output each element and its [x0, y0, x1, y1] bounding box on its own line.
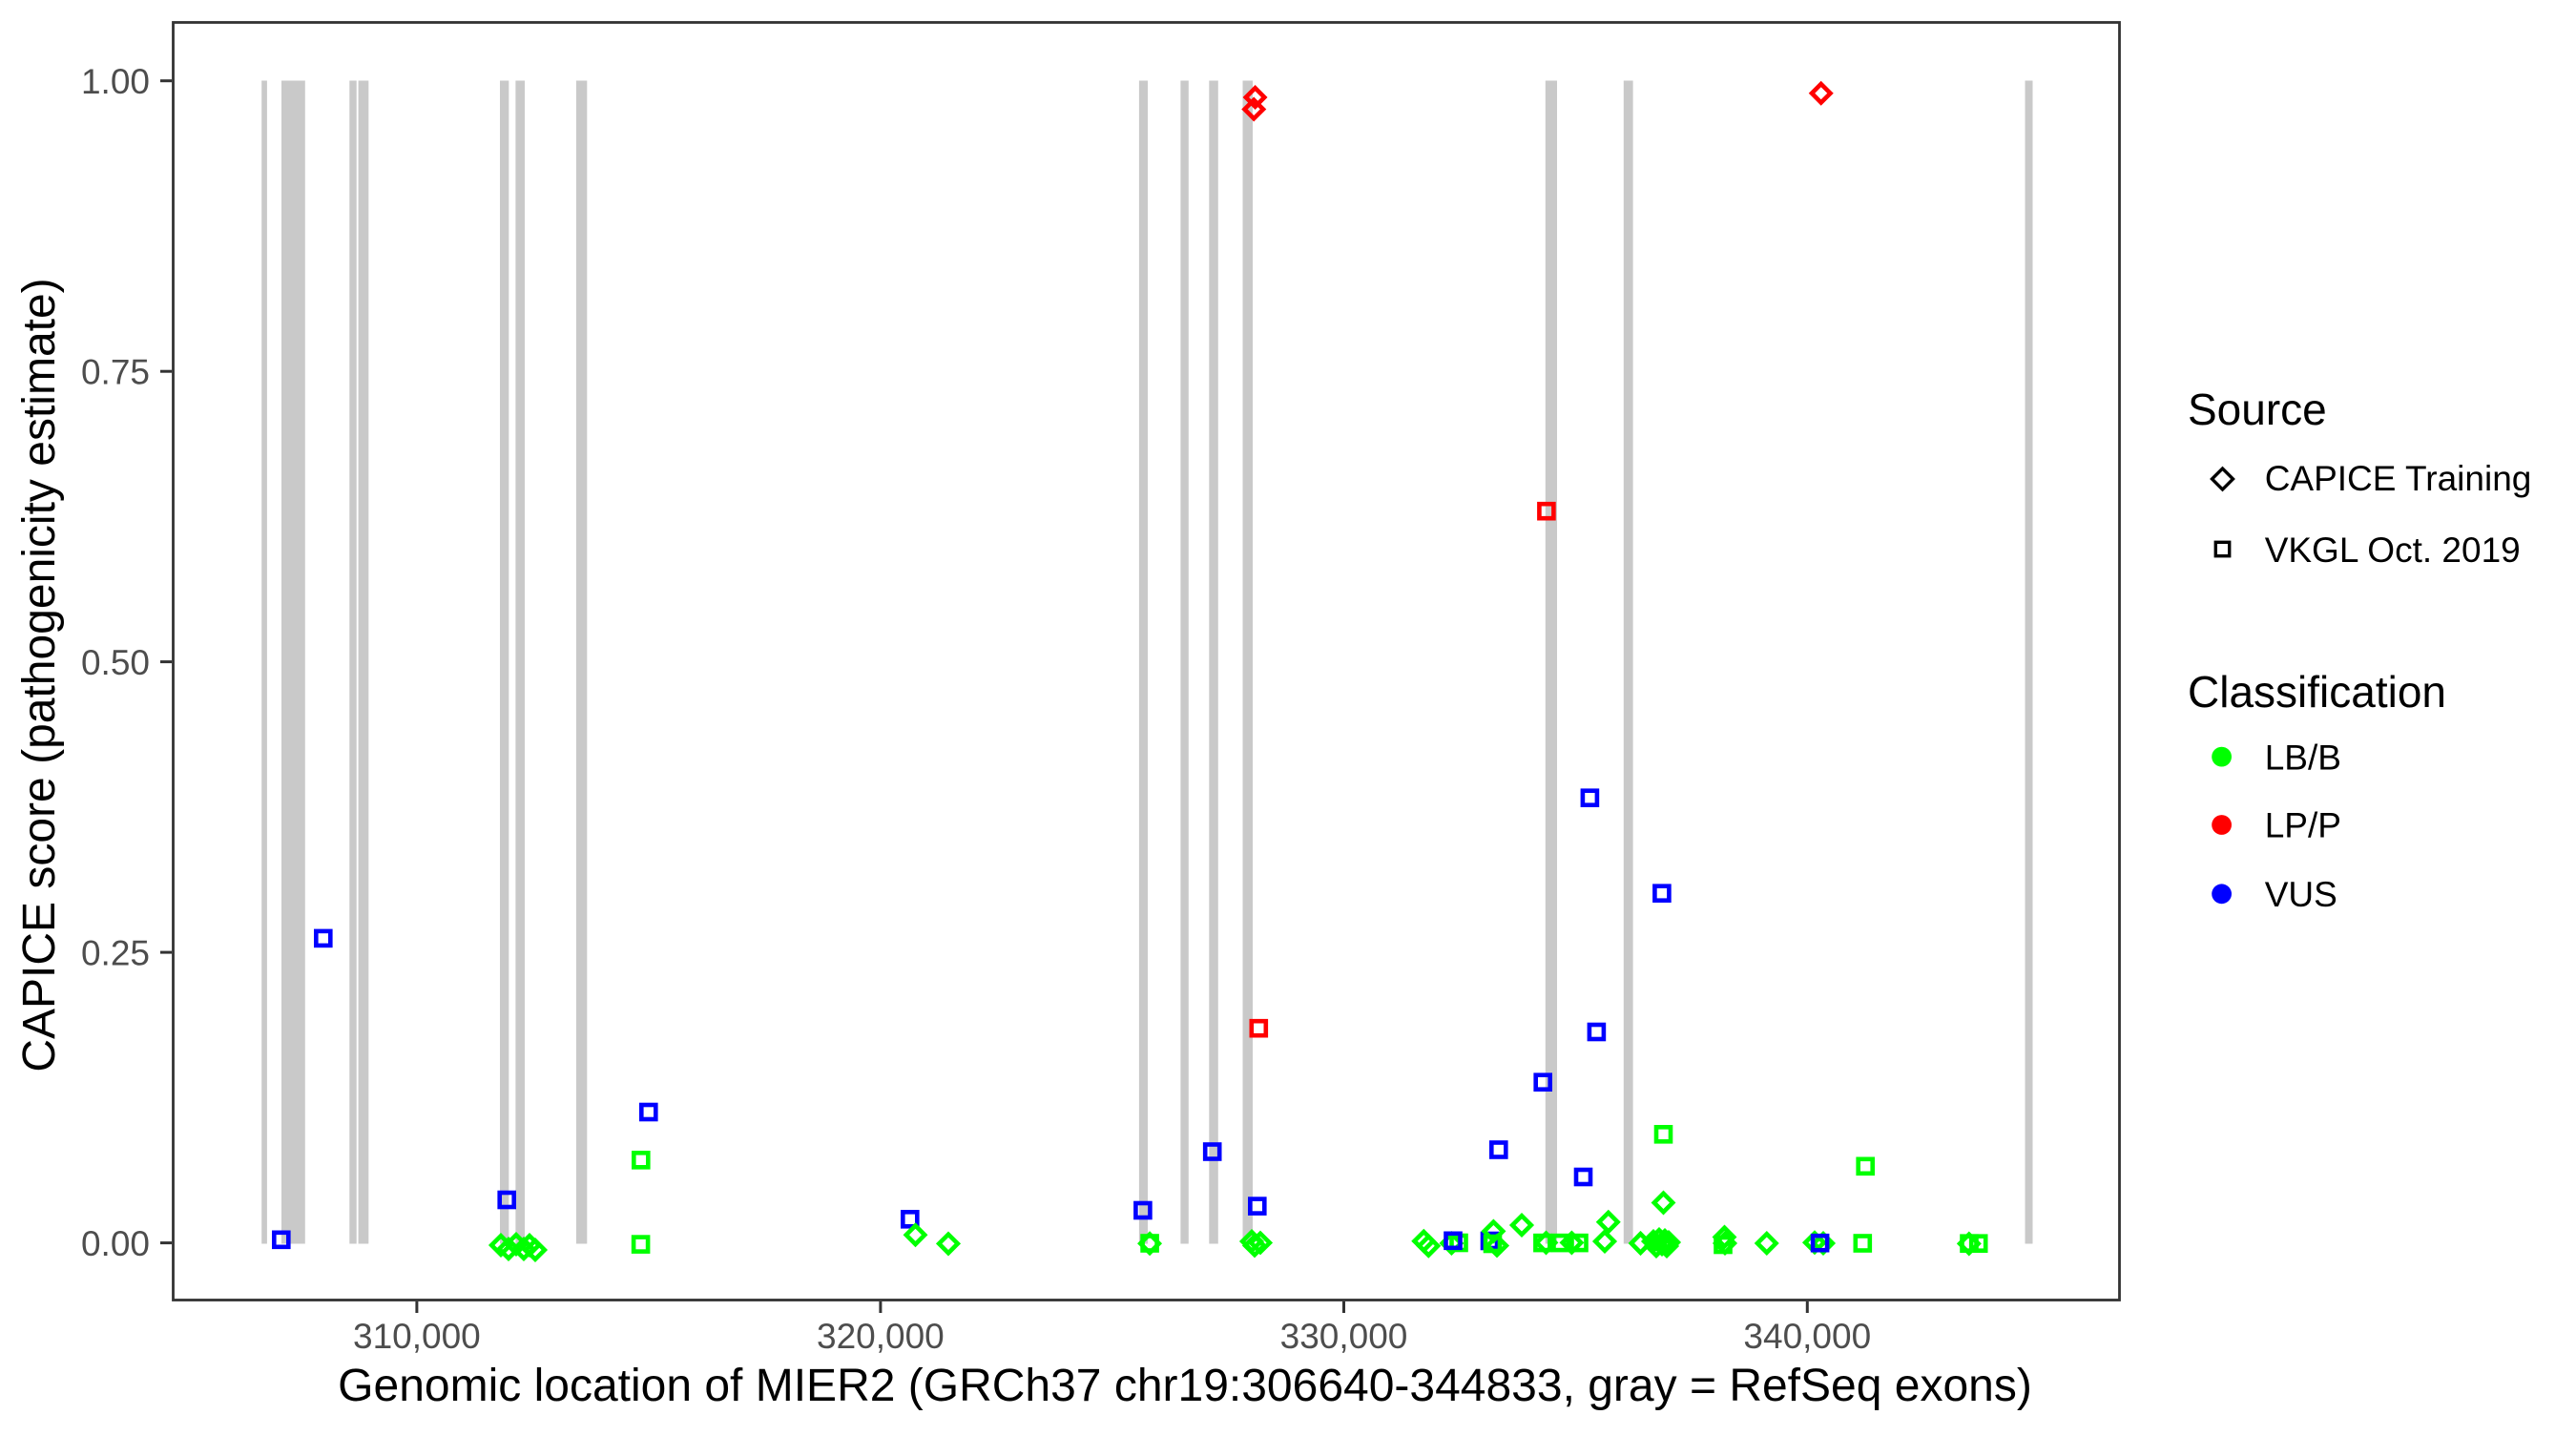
svg-text:CAPICE Training: CAPICE Training: [2265, 459, 2532, 498]
svg-text:1.00: 1.00: [81, 62, 150, 101]
svg-text:Classification: Classification: [2188, 667, 2446, 717]
svg-text:VUS: VUS: [2265, 875, 2337, 914]
svg-text:CAPICE score (pathogenicity es: CAPICE score (pathogenicity estimate): [14, 278, 65, 1072]
svg-text:0.75: 0.75: [81, 352, 150, 391]
svg-text:0.50: 0.50: [81, 643, 150, 682]
svg-text:LB/B: LB/B: [2265, 738, 2341, 777]
svg-text:340,000: 340,000: [1743, 1317, 1871, 1356]
svg-text:Source: Source: [2188, 385, 2327, 434]
svg-text:Genomic location of MIER2 (GRC: Genomic location of MIER2 (GRCh37 chr19:…: [338, 1361, 2032, 1411]
svg-text:330,000: 330,000: [1280, 1317, 1408, 1356]
svg-text:320,000: 320,000: [817, 1317, 945, 1356]
svg-text:VKGL Oct. 2019: VKGL Oct. 2019: [2265, 531, 2521, 570]
svg-text:LP/P: LP/P: [2265, 806, 2341, 845]
svg-text:0.00: 0.00: [81, 1224, 150, 1263]
svg-text:0.25: 0.25: [81, 933, 150, 972]
svg-text:310,000: 310,000: [353, 1317, 481, 1356]
